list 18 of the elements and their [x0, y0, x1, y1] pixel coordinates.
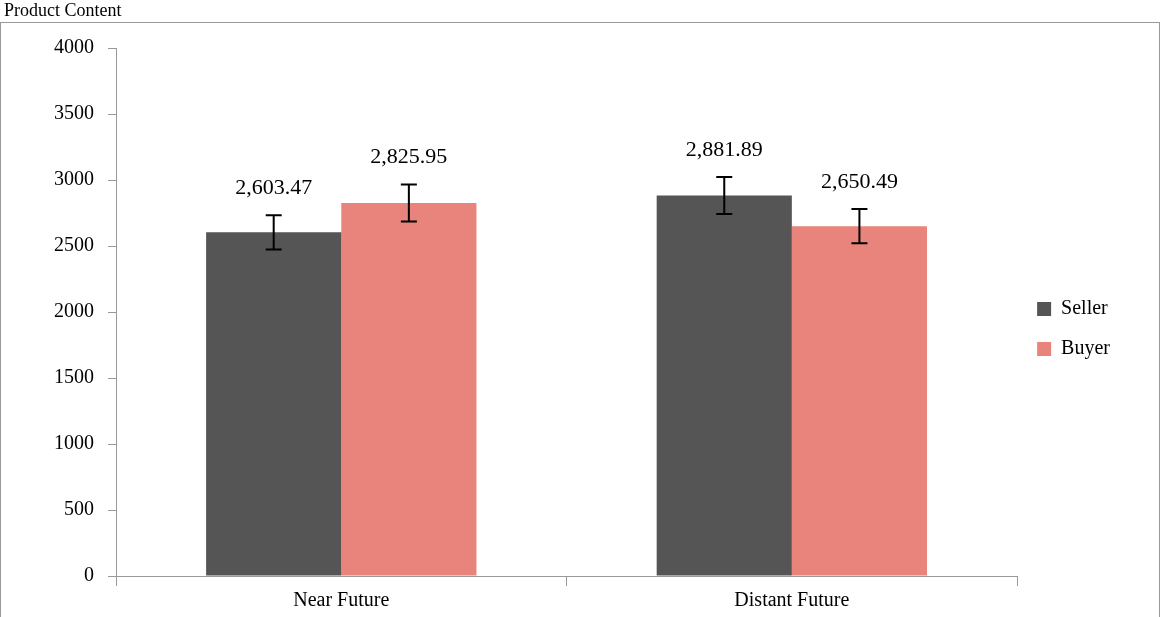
data-label: 2,881.89 — [685, 135, 763, 161]
y-tick-label: 1000 — [54, 431, 94, 454]
x-tick-label: Distant Future — [734, 588, 850, 611]
y-tick-label: 3000 — [54, 167, 94, 190]
y-tick-label: 500 — [64, 497, 94, 520]
data-label: 2,825.95 — [370, 143, 448, 169]
y-tick-label: 4000 — [54, 35, 94, 58]
y-tick-label: 0 — [84, 563, 94, 586]
y-tick-label: 2500 — [54, 233, 94, 256]
data-label: 2,650.49 — [820, 167, 898, 193]
legend-label: Buyer — [1061, 336, 1111, 360]
y-tick-label: 1500 — [54, 365, 94, 388]
legend-label: Seller — [1061, 296, 1109, 319]
y-tick-label: 2000 — [54, 299, 94, 322]
y-tick-label: 3500 — [54, 101, 94, 124]
data-label: 2,603.47 — [235, 173, 313, 199]
x-tick-label: Near Future — [293, 588, 390, 611]
chart-title: Product Content — [4, 0, 122, 20]
